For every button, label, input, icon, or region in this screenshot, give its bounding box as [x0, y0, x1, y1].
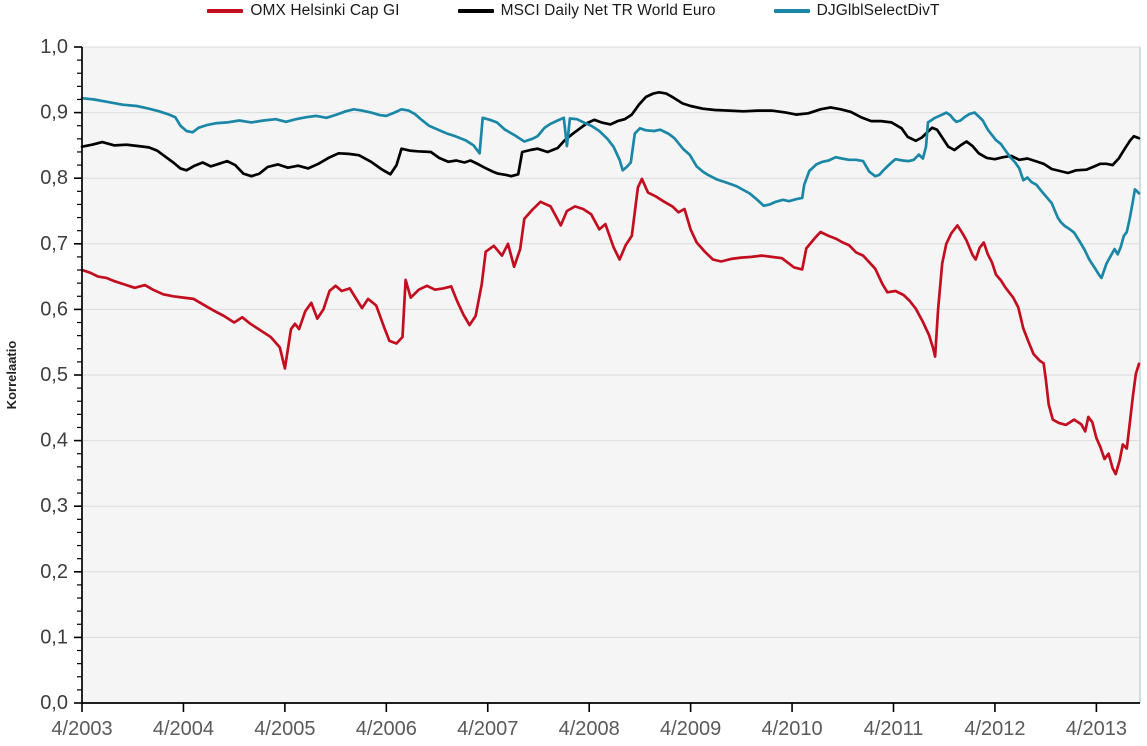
x-tick-label: 4/2012: [964, 718, 1025, 740]
x-tick-label: 4/2010: [761, 718, 822, 740]
series-line-2: [80, 96, 1141, 280]
x-tick-label: 4/2007: [457, 718, 518, 740]
y-tick-label: 0,7: [40, 233, 68, 255]
y-tick-label: 0,0: [40, 692, 68, 714]
x-tick-label: 4/2013: [1066, 718, 1127, 740]
series-lines: [80, 90, 1141, 476]
series-line-0: [80, 177, 1141, 476]
x-tick-label: 4/2003: [51, 718, 112, 740]
y-tick-label: 0,4: [40, 430, 68, 452]
y-tick-label: 0,3: [40, 495, 68, 517]
y-tick-label: 0,6: [40, 298, 68, 320]
x-tick-label: 4/2011: [864, 718, 924, 740]
x-tick-label: 4/2009: [660, 718, 721, 740]
x-tick-label: 4/2008: [559, 718, 620, 740]
y-tick-label: 1,0: [40, 36, 68, 58]
y-tick-label: 0,8: [40, 167, 68, 189]
y-tick-label: 0,2: [40, 561, 68, 583]
x-tick-label: 4/2004: [153, 718, 214, 740]
y-axis-title: Korrelaatio: [4, 341, 19, 410]
gridlines: [82, 46, 1140, 638]
x-tick-label: 4/2005: [254, 718, 315, 740]
axes: 0,0 0,1 0,2 0,3 0,4 0,5 0,6 0,7 0,8 0,9 1,0 4/2003 4…: [40, 36, 1140, 740]
y-tick-label: 0,5: [40, 364, 68, 386]
series-line-1: [80, 90, 1141, 178]
y-tick-label: 0,1: [40, 626, 68, 648]
y-tick-label: 0,9: [40, 102, 68, 124]
x-tick-label: 4/2006: [356, 718, 417, 740]
